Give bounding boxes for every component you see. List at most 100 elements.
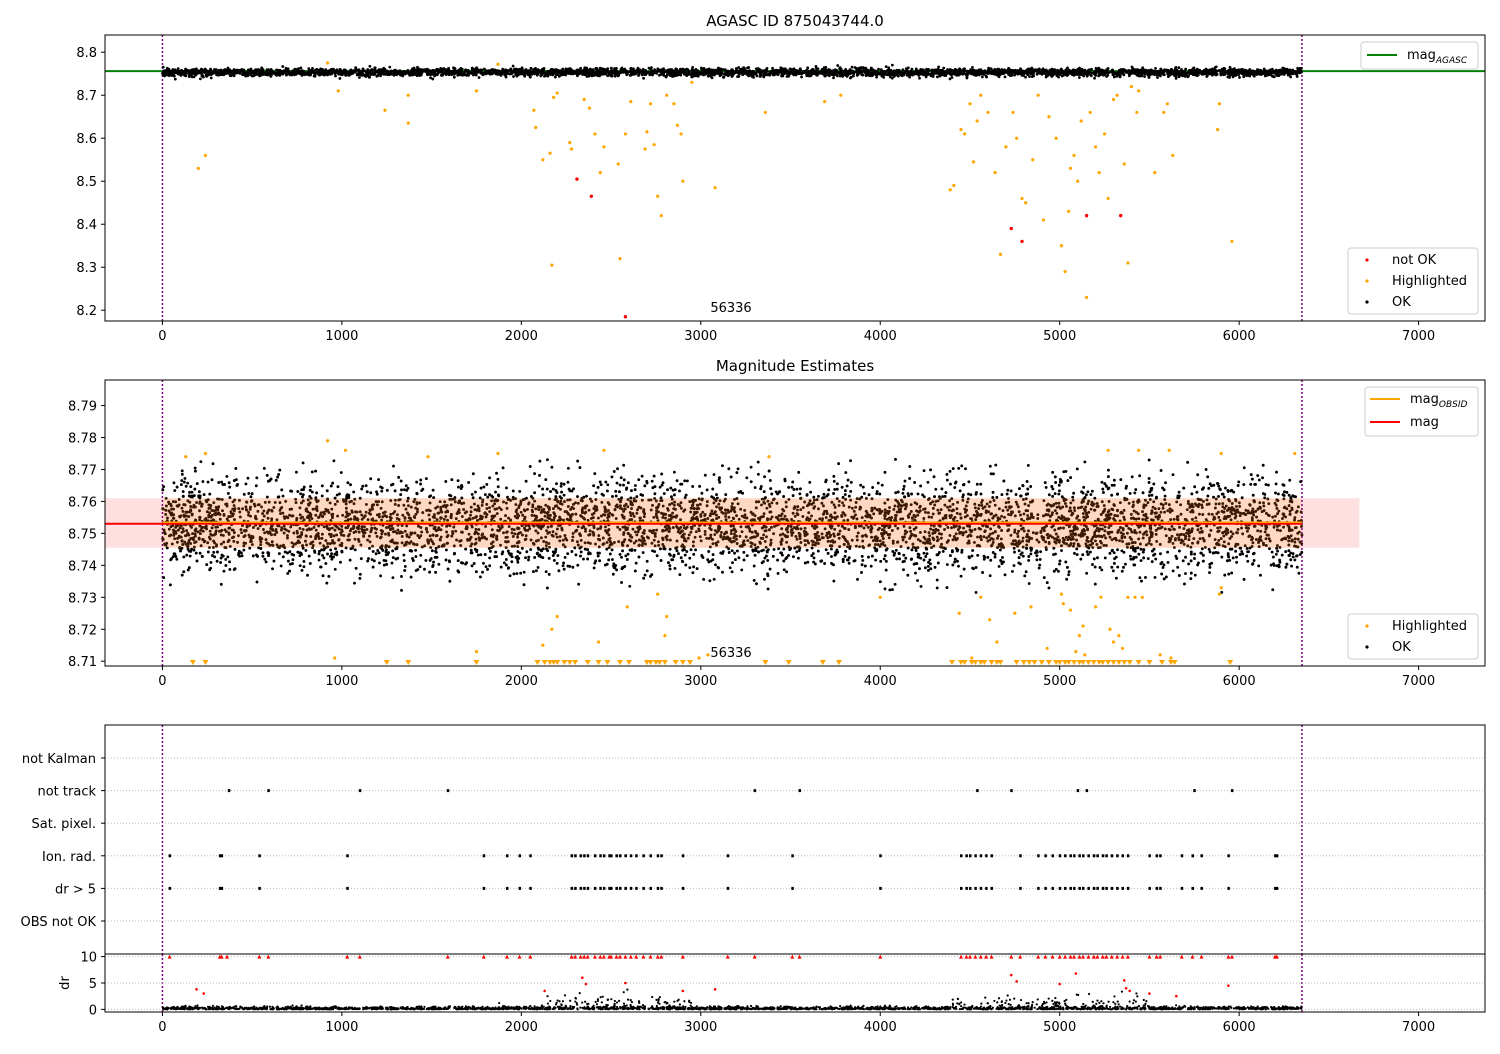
ok-point [1299, 71, 1302, 74]
ok-point [174, 78, 177, 81]
agasc-xtick-label: 2000 [505, 329, 538, 344]
ok-point [352, 71, 355, 74]
ok-point [1296, 75, 1299, 78]
ok-point [235, 69, 238, 72]
highlighted-point [656, 195, 659, 198]
highlighted-point [1112, 98, 1115, 101]
ok-point [1230, 572, 1233, 575]
ok-point [266, 74, 269, 77]
ok-point [737, 66, 740, 69]
ok-point [789, 67, 792, 70]
ok-point [832, 77, 835, 80]
ok-point [555, 70, 558, 73]
ok-point [930, 73, 933, 76]
ok-point [735, 69, 738, 72]
ok-point [194, 470, 197, 473]
ok-point [1095, 67, 1098, 70]
ok-point [1093, 497, 1096, 500]
highlighted-point [993, 171, 996, 174]
ok-point [1089, 73, 1092, 76]
ok-point [881, 72, 884, 75]
agasc-xtick-label: 7000 [1402, 329, 1435, 344]
highlighted-point [1015, 137, 1018, 140]
ok-point [824, 527, 827, 530]
ok-point [202, 74, 205, 77]
ok-point [439, 67, 442, 70]
ok-point [882, 76, 885, 79]
highlighted-point [407, 122, 410, 125]
ok-point [1193, 71, 1196, 74]
ok-point [725, 518, 728, 521]
ok-point [533, 69, 536, 72]
ok-point [672, 526, 675, 529]
ok-point [458, 68, 461, 71]
ok-point [349, 69, 352, 72]
ok-point [1155, 70, 1158, 73]
highlighted-point [1135, 111, 1138, 114]
ok-point [270, 71, 273, 74]
highlighted-point [1126, 261, 1129, 264]
ok-point [476, 70, 479, 73]
ok-point [970, 554, 973, 557]
ok-point [1036, 72, 1039, 75]
ok-point [1271, 68, 1274, 71]
highlighted-point [204, 154, 207, 157]
ok-point [409, 74, 412, 77]
ok-point [266, 69, 269, 72]
ok-point [863, 70, 866, 73]
ok-point [915, 69, 918, 72]
ok-point [1052, 72, 1055, 75]
agasc-legend-bottom: not OK Highlighted OK [1348, 248, 1478, 314]
ok-point [515, 75, 518, 78]
ok-point [1175, 77, 1178, 80]
ok-point [167, 71, 170, 74]
ok-point [250, 71, 253, 74]
ok-point [550, 466, 553, 469]
ok-point [1192, 537, 1195, 540]
ok-point [223, 69, 226, 72]
ok-point [1027, 464, 1030, 467]
ok-point [1287, 74, 1290, 77]
ok-point [683, 73, 686, 76]
not-ok-point [1010, 227, 1013, 230]
ok-point [689, 531, 692, 534]
highlighted-point [548, 152, 551, 155]
ok-point [976, 554, 979, 557]
ok-point [334, 71, 337, 74]
ok-point [366, 72, 369, 75]
ok-point [162, 66, 165, 69]
ok-point [1259, 574, 1262, 577]
ok-point [176, 541, 179, 544]
ok-point [718, 481, 721, 484]
ok-point [1000, 537, 1003, 540]
ok-point [1006, 70, 1009, 73]
ok-point [1038, 541, 1041, 544]
ok-point [481, 72, 484, 75]
ok-point [1070, 70, 1073, 73]
ok-point [866, 69, 869, 72]
ok-point [1087, 69, 1090, 72]
ok-point [1004, 76, 1007, 79]
ok-point [1123, 509, 1126, 512]
ok-point [389, 73, 392, 76]
ok-point [611, 71, 614, 74]
ok-point [505, 76, 508, 79]
ok-point [375, 552, 378, 555]
ok-point [715, 505, 718, 508]
ok-point [1262, 72, 1265, 75]
ok-point [398, 70, 401, 73]
ok-point [676, 549, 679, 552]
ok-point [937, 66, 940, 69]
ok-point [548, 573, 551, 576]
highlighted-point [1047, 115, 1050, 118]
ok-point [1086, 490, 1089, 493]
ok-point [528, 72, 531, 75]
ok-point [1093, 509, 1096, 512]
ok-point [1267, 502, 1270, 505]
ok-point [1099, 72, 1102, 75]
ok-point [976, 536, 979, 539]
ok-point [946, 68, 949, 71]
ok-point [607, 74, 610, 77]
ok-point [702, 68, 705, 71]
